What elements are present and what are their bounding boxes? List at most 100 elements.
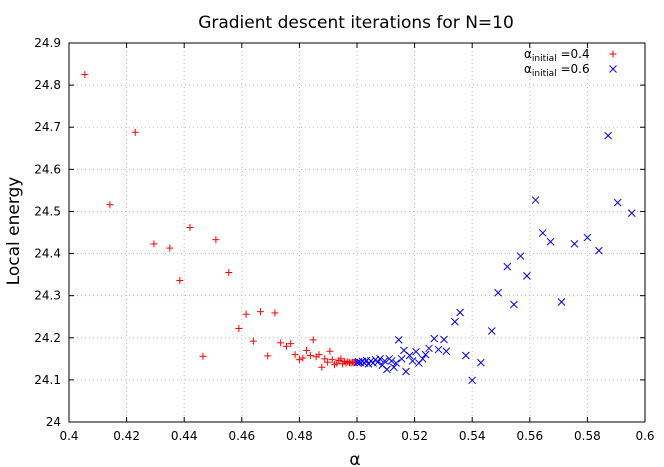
y-tick-label: 24.4 (34, 247, 61, 261)
data-point (397, 354, 406, 363)
data-point (385, 354, 394, 363)
data-point (442, 347, 451, 356)
x-tick-label: 0.4 (59, 429, 78, 443)
data-point (166, 244, 174, 252)
y-tick-label: 24.2 (34, 331, 61, 345)
data-point (176, 277, 184, 285)
data-point (150, 240, 158, 248)
data-point (462, 351, 470, 360)
data-point (510, 300, 518, 309)
data-point (583, 233, 592, 242)
legend-entry-2: αinitial =0.6 (524, 62, 617, 79)
data-point (604, 131, 612, 140)
y-tick-label: 24.7 (34, 120, 61, 134)
data-point (264, 352, 272, 360)
data-point (402, 367, 410, 376)
data-point (242, 310, 250, 318)
data-point (295, 356, 303, 364)
data-point (378, 361, 387, 370)
data-point (627, 209, 636, 217)
data-point (303, 346, 311, 354)
data-point (440, 335, 448, 344)
data-point (257, 308, 265, 316)
data-point (412, 347, 420, 356)
data-point (315, 351, 323, 359)
data-point (81, 71, 89, 79)
data-point (318, 363, 326, 371)
data-point (271, 309, 279, 317)
x-tick-label: 0.48 (286, 429, 313, 443)
grid (69, 43, 645, 422)
data-point (291, 351, 299, 359)
data-point (451, 317, 459, 326)
y-tick-label: 24.8 (34, 78, 61, 92)
x-tick-label: 0.42 (113, 429, 140, 443)
chart-title: Gradient descent iterations for N=10 (198, 13, 514, 33)
data-point (425, 344, 433, 353)
data-point (408, 357, 417, 365)
data-point (468, 376, 477, 385)
y-tick-label: 24.6 (34, 162, 61, 176)
series-1 (81, 71, 361, 371)
data-point (328, 356, 336, 364)
y-axis-ticks: 24 24.1 24.2 24.3 24.4 24.5 24.6 24.7 24.8 24.9 (34, 36, 645, 429)
data-point (212, 236, 220, 244)
y-tick-label: 24.3 (34, 289, 61, 303)
data-point (531, 196, 540, 204)
x-tick-label: 0.58 (574, 429, 601, 443)
legend-entry-1: αinitial =0.4 (524, 47, 617, 64)
data-point (613, 198, 622, 207)
data-point (353, 358, 362, 367)
data-point (358, 357, 367, 366)
legend-label: αinitial =0.4 (524, 47, 590, 64)
data-point (376, 354, 384, 363)
y-tick-label: 24.9 (34, 36, 61, 50)
data-point (371, 355, 380, 364)
data-point (392, 359, 401, 367)
data-point (287, 340, 295, 348)
data-point (430, 334, 439, 343)
data-point (503, 262, 512, 271)
data-point (282, 342, 290, 350)
data-point (557, 298, 566, 306)
y-tick-label: 24.1 (34, 373, 61, 387)
data-point (546, 237, 555, 246)
data-point (494, 288, 502, 297)
data-point (235, 325, 243, 333)
data-point (595, 246, 603, 255)
data-point (131, 128, 139, 136)
x-tick-label: 0.54 (459, 429, 486, 443)
x-tick-label: 0.46 (228, 429, 255, 443)
legend-marker (609, 65, 617, 73)
data-point (456, 308, 464, 317)
data-point (186, 223, 194, 231)
data-point (570, 240, 579, 248)
data-point (309, 336, 317, 344)
data-points (81, 71, 636, 385)
x-tick-label: 0.5 (347, 429, 366, 443)
data-point (394, 336, 403, 344)
data-point (225, 269, 233, 277)
data-point (390, 363, 398, 372)
data-point (106, 201, 114, 209)
x-tick-label: 0.52 (401, 429, 428, 443)
data-point (249, 337, 257, 345)
data-point (199, 352, 207, 360)
data-point (516, 252, 525, 260)
y-tick-label: 24.5 (34, 204, 61, 218)
data-point (326, 347, 334, 355)
y-tick-label: 24 (46, 415, 61, 429)
data-point (487, 327, 496, 335)
x-tick-label: 0.56 (516, 429, 543, 443)
data-point (476, 358, 485, 367)
x-tick-label: 0.44 (171, 429, 198, 443)
legend-label: αinitial =0.6 (524, 62, 590, 79)
x-axis-ticks: 0.4 0.42 0.44 0.46 0.48 0.5 0.52 0.54 0.56 0.58 0.… (59, 43, 655, 443)
data-point (380, 357, 389, 365)
plot-frame (68, 42, 646, 423)
data-point (400, 346, 408, 355)
data-point (277, 339, 285, 347)
data-point (415, 359, 423, 367)
data-point (299, 354, 307, 362)
